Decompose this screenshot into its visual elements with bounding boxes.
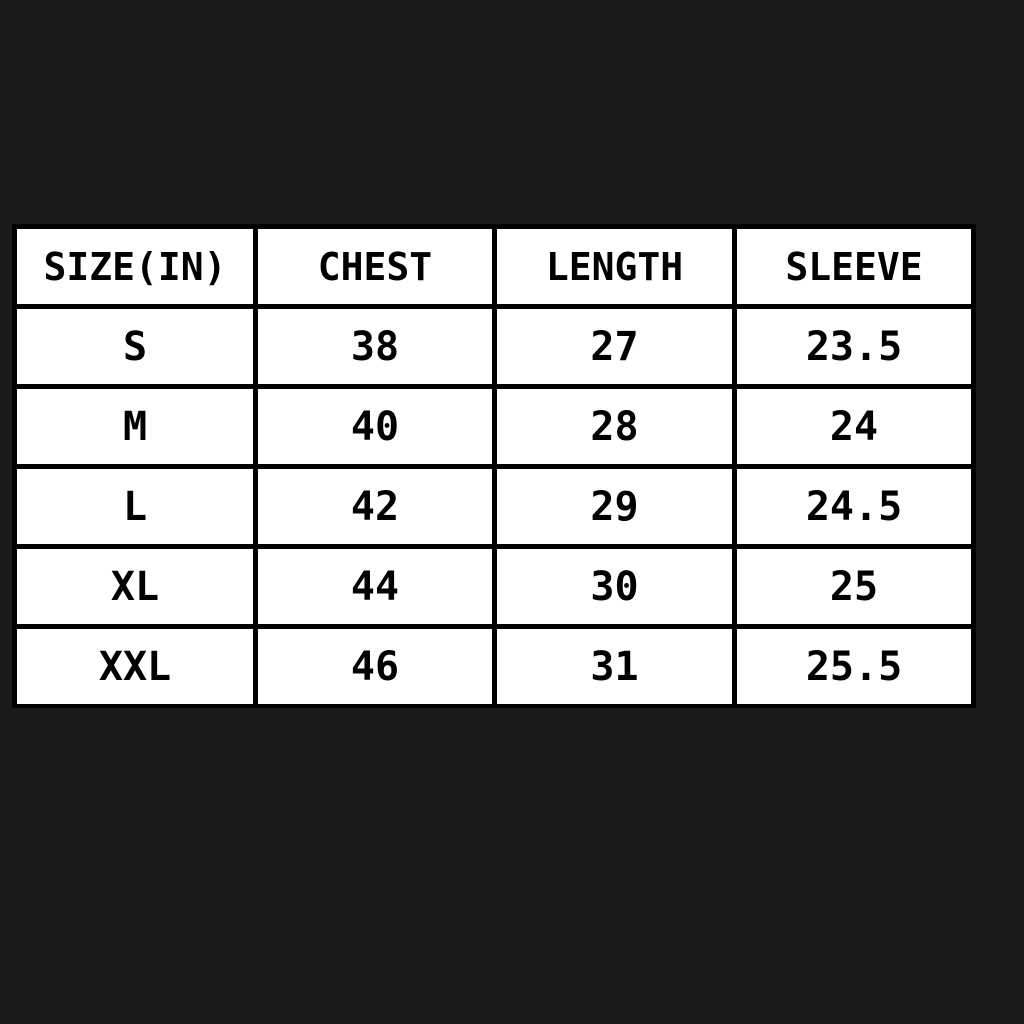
table-cell: 27 bbox=[497, 309, 732, 384]
table-cell: 38 bbox=[258, 309, 492, 384]
table-cell: 24.5 bbox=[737, 469, 971, 544]
table-cell: 25.5 bbox=[737, 629, 971, 704]
table-cell: 42 bbox=[258, 469, 492, 544]
table-cell: 46 bbox=[258, 629, 492, 704]
table-cell: 24 bbox=[737, 389, 971, 464]
size-table: SIZE(IN) CHEST LENGTH SLEEVE S 38 27 23.5 M 40 28 2… bbox=[12, 224, 976, 708]
table-cell: S bbox=[17, 309, 253, 384]
header-cell: SIZE(IN) bbox=[17, 229, 253, 304]
table-cell: M bbox=[17, 389, 253, 464]
table-cell: 29 bbox=[497, 469, 732, 544]
table-cell: 44 bbox=[258, 549, 492, 624]
table-cell: 31 bbox=[497, 629, 732, 704]
table-cell: L bbox=[17, 469, 253, 544]
table-cell: 25 bbox=[737, 549, 971, 624]
table-cell: 40 bbox=[258, 389, 492, 464]
header-cell: LENGTH bbox=[497, 229, 732, 304]
header-cell: SLEEVE bbox=[737, 229, 971, 304]
header-cell: CHEST bbox=[258, 229, 492, 304]
table-cell: XXL bbox=[17, 629, 253, 704]
table-cell: 28 bbox=[497, 389, 732, 464]
table-cell: 30 bbox=[497, 549, 732, 624]
table-cell: 23.5 bbox=[737, 309, 971, 384]
table-cell: XL bbox=[17, 549, 253, 624]
